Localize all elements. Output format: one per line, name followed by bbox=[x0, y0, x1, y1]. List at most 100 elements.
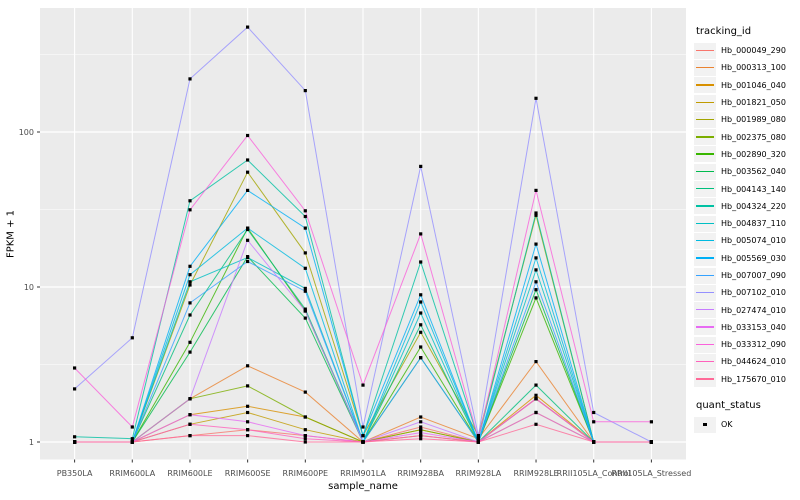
legend-line-swatch bbox=[696, 188, 714, 190]
data-point bbox=[419, 415, 423, 419]
legend-entry: Hb_002890_320 bbox=[694, 146, 800, 163]
legend-entry: Hb_044624_010 bbox=[694, 353, 800, 370]
legend-entry: Hb_003562_040 bbox=[694, 163, 800, 180]
legend-line-swatch bbox=[696, 378, 714, 380]
legend-quant-title: quant_status bbox=[696, 399, 761, 411]
data-point bbox=[188, 283, 192, 287]
data-point bbox=[419, 425, 423, 429]
data-point bbox=[419, 311, 423, 315]
data-point bbox=[188, 199, 192, 203]
data-point bbox=[246, 188, 250, 192]
data-point bbox=[419, 323, 423, 327]
legend-entry-label: Hb_033312_090 bbox=[721, 340, 786, 350]
legend-key-box bbox=[694, 77, 716, 94]
legend-key-box bbox=[694, 94, 716, 111]
legend-tracking-title: tracking_id bbox=[696, 26, 752, 37]
legend-line-swatch bbox=[696, 343, 714, 346]
x-tick-label: RRIM928LA bbox=[455, 469, 502, 478]
legend-entry-label: Hb_004324_220 bbox=[721, 201, 786, 211]
legend-line-swatch bbox=[696, 101, 714, 103]
legend-key-box bbox=[694, 232, 716, 249]
y-tick-label: 100 bbox=[18, 127, 34, 137]
legend-key-box bbox=[694, 163, 716, 180]
legend-entry-label: Hb_003562_040 bbox=[721, 167, 786, 177]
data-point bbox=[188, 301, 192, 305]
data-point bbox=[649, 440, 653, 444]
legend-key-box bbox=[694, 111, 716, 128]
data-point bbox=[188, 434, 192, 438]
legend-entry: Hb_004143_140 bbox=[694, 180, 800, 198]
legend-entry-label: Hb_007102_010 bbox=[721, 288, 786, 298]
data-point bbox=[303, 434, 307, 438]
data-point bbox=[303, 286, 307, 290]
data-point bbox=[534, 360, 538, 364]
legend-entry: Hb_000049_290 bbox=[694, 42, 800, 59]
y-tick-label: 1 bbox=[28, 437, 34, 447]
data-point bbox=[246, 133, 250, 138]
x-tick-label: RRIM600LE bbox=[167, 469, 213, 478]
data-point bbox=[476, 440, 480, 444]
legend-quant-section: quant_status OK bbox=[694, 400, 800, 433]
legend-entry-label: Hb_001989_080 bbox=[721, 115, 786, 125]
legend-line-swatch bbox=[696, 222, 714, 224]
legend-entry: Hb_033153_040 bbox=[694, 319, 800, 336]
data-point bbox=[534, 256, 538, 260]
data-point bbox=[419, 356, 423, 360]
legend-key-box bbox=[694, 302, 716, 319]
data-point bbox=[419, 431, 423, 435]
legend-key-box bbox=[694, 146, 716, 163]
data-point bbox=[246, 25, 250, 29]
data-point bbox=[419, 300, 423, 304]
data-point bbox=[592, 410, 596, 415]
data-point bbox=[246, 158, 250, 162]
legend-key-box bbox=[694, 129, 716, 146]
data-point bbox=[246, 384, 250, 388]
data-point bbox=[188, 273, 192, 277]
data-point bbox=[246, 226, 250, 230]
legend-entry: Hb_001989_080 bbox=[694, 111, 800, 128]
data-point bbox=[649, 420, 653, 424]
data-point bbox=[303, 437, 307, 441]
data-point bbox=[188, 350, 192, 354]
data-point bbox=[303, 226, 307, 230]
legend-entry-label: Hb_005074_010 bbox=[721, 236, 786, 246]
data-point bbox=[246, 420, 250, 424]
data-point bbox=[419, 437, 423, 441]
x-tick-label: RRII105LA_Stressed bbox=[611, 469, 692, 478]
data-point bbox=[592, 420, 596, 424]
legend-entry-label: Hb_005569_030 bbox=[721, 253, 786, 263]
y-axis-title: FPKM + 1 bbox=[5, 209, 17, 259]
legend-line-swatch bbox=[696, 118, 714, 121]
legend-key-box bbox=[694, 181, 716, 198]
data-point bbox=[73, 366, 77, 370]
data-point bbox=[534, 422, 538, 426]
x-tick-label: RRIM600LA bbox=[109, 469, 156, 478]
x-tick-label: RRIM928LE bbox=[513, 469, 559, 478]
data-point bbox=[246, 364, 250, 368]
data-point bbox=[188, 413, 192, 417]
square-point-icon bbox=[703, 422, 707, 427]
data-point bbox=[534, 188, 538, 192]
legend-key-box bbox=[694, 198, 716, 215]
legend-entry-label: Hb_033153_040 bbox=[721, 322, 786, 332]
data-point bbox=[303, 309, 307, 313]
data-point bbox=[534, 280, 538, 284]
data-point bbox=[246, 410, 250, 415]
legend-entry-label: Hb_001821_050 bbox=[721, 98, 786, 108]
legend-entry: Hb_004324_220 bbox=[694, 198, 800, 215]
data-point bbox=[419, 428, 423, 432]
legend-entry-label: Hb_000049_290 bbox=[721, 46, 786, 56]
legend-entry-label: Hb_044624_010 bbox=[721, 357, 786, 367]
legend-quant-entry: OK bbox=[694, 416, 800, 433]
legend-entry: Hb_005569_030 bbox=[694, 250, 800, 267]
legend-entry-label: Hb_004143_140 bbox=[721, 184, 786, 194]
data-point bbox=[419, 260, 423, 264]
data-point bbox=[534, 410, 538, 415]
legend-line-swatch bbox=[696, 153, 714, 155]
data-point bbox=[534, 397, 538, 401]
data-point bbox=[534, 288, 538, 292]
data-point bbox=[188, 340, 192, 344]
legend-key-box bbox=[694, 42, 716, 59]
